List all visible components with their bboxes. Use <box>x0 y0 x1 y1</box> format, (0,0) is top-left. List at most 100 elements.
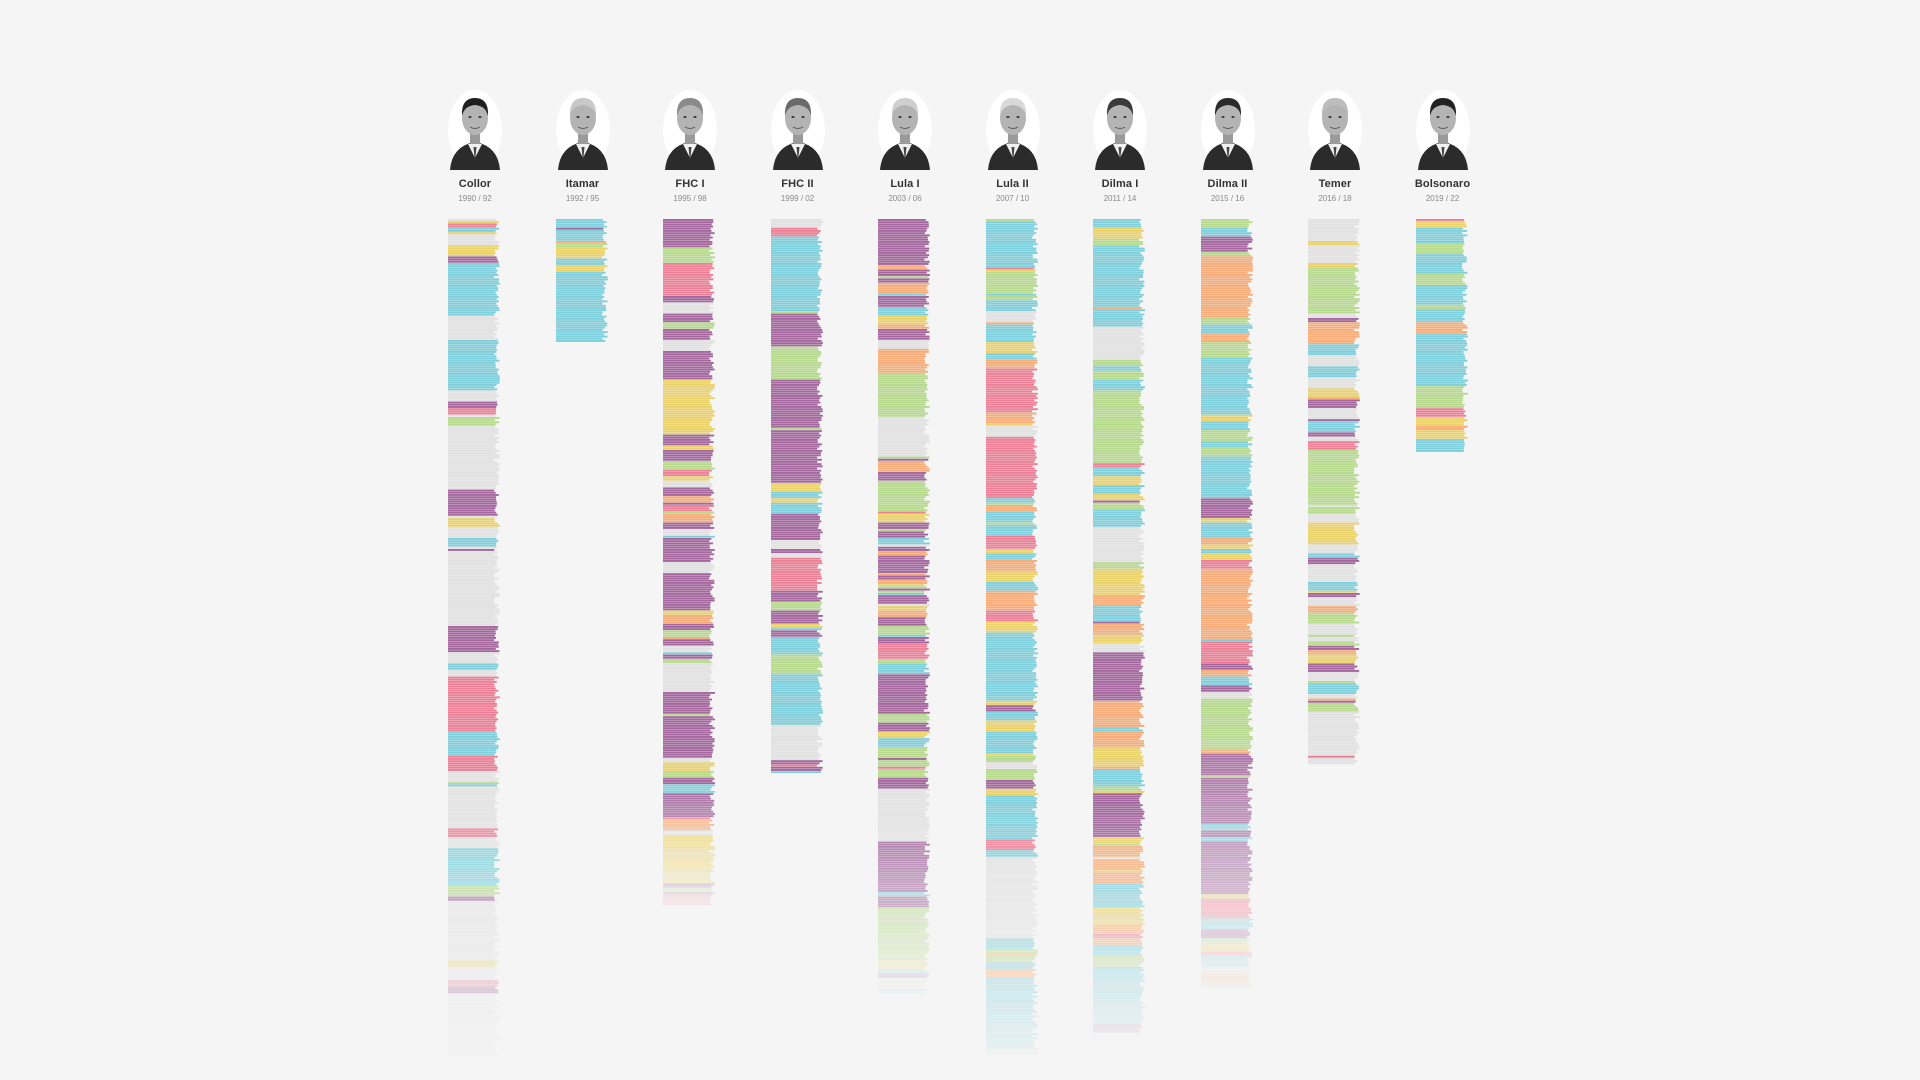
vote-bar <box>1200 802 1248 804</box>
vote-bar <box>1093 696 1143 699</box>
vote-bar <box>770 555 822 558</box>
vote-bar <box>663 463 713 466</box>
vote-bar <box>878 491 928 494</box>
vote-bar <box>663 694 711 697</box>
vote-bar <box>985 953 1037 956</box>
vote-bar <box>1093 920 1144 923</box>
vote-bar <box>985 656 1037 659</box>
vote-bar <box>985 487 1037 490</box>
vote-bar <box>1308 595 1357 598</box>
vote-bar <box>663 278 714 281</box>
vote-bar <box>878 964 928 967</box>
president-portrait <box>878 86 932 170</box>
vote-bar <box>1093 716 1144 719</box>
vote-bar <box>1415 342 1467 345</box>
vote-bar <box>555 230 604 232</box>
vote-bar <box>448 430 498 433</box>
vote-bar <box>878 874 926 877</box>
vote-bar <box>1308 513 1356 516</box>
vote-bar <box>663 766 711 769</box>
vote-bar <box>448 271 497 274</box>
vote-bar <box>448 221 499 224</box>
vote-bar <box>1200 733 1250 736</box>
vote-bar <box>448 586 500 589</box>
vote-bar <box>985 784 1036 787</box>
vote-bar <box>985 520 1032 523</box>
vote-bar <box>985 942 1035 945</box>
vote-bar <box>1308 549 1358 551</box>
vote-bar <box>1093 714 1143 716</box>
vote-bar <box>770 599 820 602</box>
vote-bar <box>448 758 495 760</box>
vote-bar <box>663 857 714 859</box>
vote-bar <box>985 777 1035 780</box>
vote-bar <box>1308 406 1357 408</box>
vote-bar <box>1308 221 1360 224</box>
vote-bar <box>1200 443 1252 446</box>
vote-bar <box>985 705 1033 708</box>
vote-bar <box>555 318 604 320</box>
vote-bar <box>448 606 497 609</box>
vote-bar <box>1308 399 1360 402</box>
vote-bar <box>1200 417 1248 419</box>
vote-bar <box>448 439 497 441</box>
vote-bar <box>985 698 1033 701</box>
vote-bar <box>985 700 1037 703</box>
vote-bar <box>448 293 497 296</box>
vote-bar <box>555 304 606 307</box>
vote-bar <box>878 597 929 600</box>
vote-bar <box>1093 399 1140 402</box>
vote-bar <box>663 331 712 334</box>
vote-bar <box>1308 615 1357 617</box>
vote-bar <box>770 531 823 534</box>
vote-bar <box>985 425 1038 428</box>
vote-bar <box>1308 335 1360 338</box>
vote-bar <box>1308 307 1360 309</box>
vote-bar <box>985 604 1037 606</box>
vote-bar <box>770 731 818 734</box>
vote-bar <box>1200 313 1250 316</box>
vote-bar <box>448 256 497 259</box>
vote-bar <box>985 351 1037 353</box>
vote-bar <box>1093 720 1140 723</box>
vote-bar <box>985 421 1035 424</box>
vote-bar <box>448 956 495 958</box>
vote-bar <box>770 549 820 551</box>
vote-bar <box>1200 714 1249 716</box>
vote-bar <box>448 379 500 382</box>
vote-bar <box>1093 555 1141 558</box>
vote-bar <box>878 685 929 688</box>
vote-bar <box>770 700 822 703</box>
vote-bar <box>985 973 1036 976</box>
vote-bar <box>770 406 821 408</box>
vote-bar <box>1308 414 1358 417</box>
vote-bar <box>1200 905 1248 908</box>
vote-bar <box>1200 315 1248 318</box>
vote-bar <box>663 377 713 380</box>
vote-bar <box>985 654 1033 657</box>
vote-bar <box>985 843 1035 846</box>
vote-bar <box>663 362 714 364</box>
vote-bar <box>1308 381 1356 384</box>
vote-bar <box>1308 456 1359 459</box>
vote-bar <box>448 826 498 829</box>
vote-bar <box>985 931 1032 934</box>
vote-bar <box>985 802 1037 804</box>
vote-bar <box>448 249 495 252</box>
vote-bar <box>1308 608 1358 611</box>
vote-bar <box>663 315 713 318</box>
vote-bar <box>448 984 498 987</box>
vote-bar <box>1093 566 1145 569</box>
vote-bar <box>663 764 715 767</box>
vote-bar <box>448 1002 495 1005</box>
vote-bar <box>663 894 712 897</box>
vote-bar <box>1200 390 1249 393</box>
bar-stack <box>555 219 610 343</box>
vote-bar <box>770 337 818 340</box>
vote-bar <box>878 703 929 705</box>
vote-bar <box>878 905 930 908</box>
vote-bar <box>448 656 498 659</box>
vote-bar <box>1200 634 1251 637</box>
vote-bar <box>663 617 714 620</box>
vote-bar <box>448 654 495 657</box>
